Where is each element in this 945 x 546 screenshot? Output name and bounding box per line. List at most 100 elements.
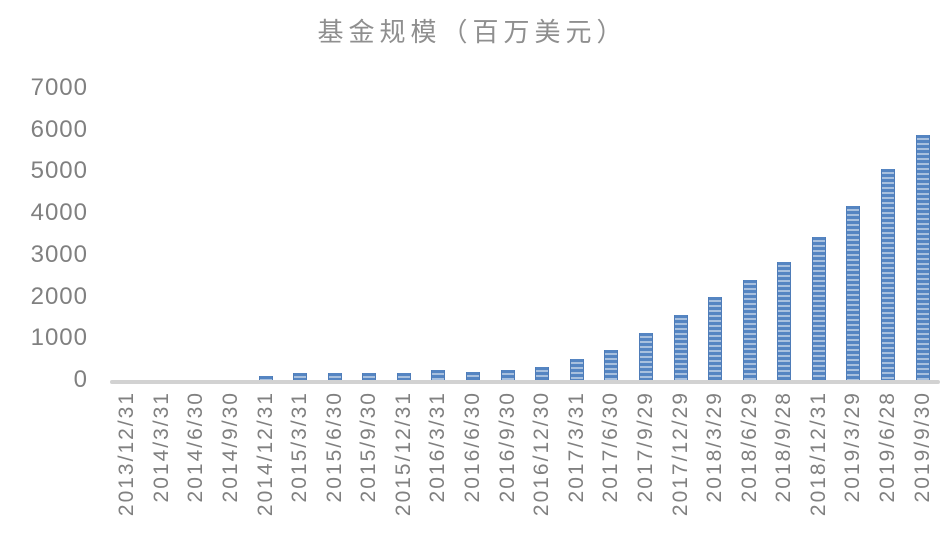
bar — [673, 315, 688, 380]
x-axis: 2013/12/31 2014/3/31 2014/6/30 2014/9/30 201… — [110, 386, 940, 546]
x-tick-label: 2014/6/30 — [184, 391, 208, 503]
bar-slot — [145, 88, 180, 380]
bar-slot — [352, 88, 387, 380]
x-axis-line — [110, 380, 940, 384]
bar — [431, 369, 446, 380]
x-tick-label: 2015/9/30 — [357, 391, 381, 503]
bar-slot — [871, 88, 906, 380]
y-tick-label: 1000 — [30, 324, 88, 352]
bar — [811, 236, 826, 380]
x-tick-label: 2018/3/29 — [703, 391, 727, 503]
x-tick-label: 2016/12/30 — [530, 391, 554, 517]
bar — [500, 370, 515, 380]
x-slot: 2013/12/31 — [110, 386, 145, 546]
bar — [881, 169, 895, 380]
x-slot: 2014/6/30 — [179, 386, 214, 546]
x-tick-label: 2014/9/30 — [219, 391, 243, 503]
bar-slot — [317, 88, 352, 380]
x-tick-label: 2017/12/29 — [668, 391, 692, 517]
bar — [258, 376, 273, 380]
x-tick-label: 2013/12/31 — [115, 391, 139, 517]
bar-slot — [629, 88, 664, 380]
plot-area — [110, 88, 940, 380]
bar-slot — [421, 88, 456, 380]
bar-slot — [836, 88, 871, 380]
x-slot: 2016/12/30 — [525, 386, 560, 546]
x-slot: 2018/3/29 — [698, 386, 733, 546]
bar — [569, 359, 584, 380]
bar — [708, 296, 723, 380]
bar — [846, 206, 861, 380]
x-slot: 2015/3/31 — [283, 386, 318, 546]
x-slot: 2015/9/30 — [352, 386, 387, 546]
bar — [604, 349, 619, 380]
x-tick-label: 2014/3/31 — [149, 391, 173, 503]
bar-slot — [560, 88, 595, 380]
x-tick-label: 2017/9/29 — [633, 391, 657, 503]
x-tick-label: 2016/6/30 — [461, 391, 485, 503]
bar-slot — [767, 88, 802, 380]
bar-slot — [387, 88, 422, 380]
bar-slot — [905, 88, 940, 380]
bar — [293, 372, 308, 380]
y-tick-label: 3000 — [30, 240, 88, 268]
y-tick-label: 0 — [73, 366, 88, 393]
x-tick-label: 2018/12/31 — [806, 391, 830, 517]
y-tick-label: 7000 — [30, 74, 88, 101]
bar — [327, 373, 342, 380]
x-tick-label: 2019/6/28 — [876, 391, 899, 503]
bar-slot — [214, 88, 249, 380]
x-tick-label: 2016/3/31 — [426, 391, 450, 503]
x-tick-label: 2015/3/31 — [288, 391, 312, 503]
x-slot: 2016/3/31 — [421, 386, 456, 546]
bar — [777, 261, 792, 380]
x-slot: 2017/3/31 — [560, 386, 595, 546]
x-slot: 2019/9/30 — [905, 386, 940, 546]
bar-slot — [698, 88, 733, 380]
x-slot: 2017/6/30 — [594, 386, 629, 546]
x-slot: 2016/9/30 — [490, 386, 525, 546]
bar — [362, 372, 377, 380]
x-slot: 2015/12/31 — [387, 386, 422, 546]
x-tick-label: 2017/3/31 — [564, 391, 588, 503]
y-axis: 7000 6000 5000 4000 3000 2000 1000 0 — [0, 0, 88, 546]
x-slot: 2018/12/31 — [802, 386, 837, 546]
bar-slot — [732, 88, 767, 380]
x-tick-label: 2018/9/28 — [772, 391, 796, 503]
bar-slot — [456, 88, 491, 380]
x-slot: 2019/6/28 — [871, 386, 906, 546]
x-tick-label: 2017/6/30 — [599, 391, 623, 503]
x-tick-label: 2019/9/30 — [910, 391, 934, 503]
x-tick-label: 2019/3/29 — [841, 391, 865, 503]
y-tick-label: 4000 — [30, 199, 88, 227]
bar — [742, 279, 757, 380]
x-slot: 2014/12/31 — [248, 386, 283, 546]
x-slot: 2017/9/29 — [629, 386, 664, 546]
bar — [915, 134, 930, 380]
bar-slot — [110, 88, 145, 380]
x-slot: 2018/9/28 — [767, 386, 802, 546]
x-tick-label: 2014/12/31 — [253, 391, 277, 517]
bar-slot — [594, 88, 629, 380]
bar-slot — [179, 88, 214, 380]
bar-slot — [663, 88, 698, 380]
y-tick-label: 2000 — [30, 282, 88, 310]
bar-slot — [802, 88, 837, 380]
y-tick-label: 6000 — [30, 115, 88, 143]
x-slot: 2014/9/30 — [214, 386, 249, 546]
x-tick-label: 2015/12/31 — [391, 391, 415, 517]
x-tick-label: 2015/6/30 — [322, 391, 346, 503]
bar — [396, 373, 411, 380]
bar-slot — [525, 88, 560, 380]
bar-slot — [248, 88, 283, 380]
bar — [535, 366, 550, 380]
chart-title: 基金规模（百万美元） — [317, 18, 628, 48]
x-tick-label: 2018/6/29 — [737, 391, 761, 503]
y-tick-label: 5000 — [30, 157, 88, 185]
bar — [466, 371, 481, 380]
x-slot: 2015/6/30 — [317, 386, 352, 546]
x-slot: 2016/6/30 — [456, 386, 491, 546]
x-slot: 2017/12/29 — [663, 386, 698, 546]
x-slot: 2018/6/29 — [732, 386, 767, 546]
